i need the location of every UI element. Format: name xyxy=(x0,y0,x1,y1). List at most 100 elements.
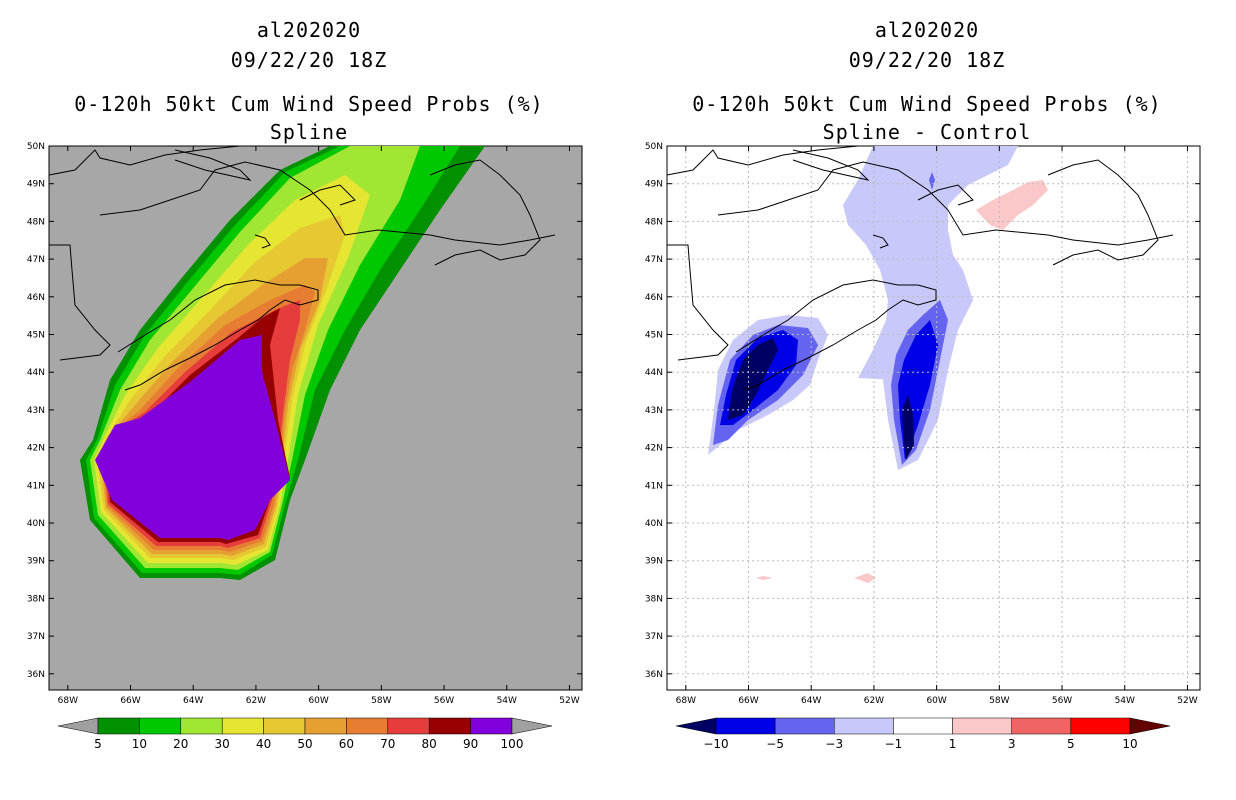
lat-label: 38N xyxy=(645,594,663,604)
lon-label: 62W xyxy=(864,696,884,706)
diff-plus1-newfoundland xyxy=(976,180,1048,230)
colorbar-box xyxy=(952,717,1012,735)
coastlines xyxy=(666,145,1174,391)
lon-label: 52W xyxy=(559,696,579,706)
longitude-axis: 68W 66W 64W 62W 60W 58W 56W 54W 52W xyxy=(58,146,580,706)
colorbar-label: −1 xyxy=(885,737,903,751)
colorbar-label: −10 xyxy=(703,737,728,751)
lat-label: 45N xyxy=(27,331,45,341)
colorbar-label: 5 xyxy=(1067,737,1075,751)
storm-id: al202020 xyxy=(874,18,980,42)
contour-90-100 xyxy=(95,335,290,540)
storm-id: al202020 xyxy=(256,18,362,42)
colorbar-label: 50 xyxy=(297,737,312,751)
colorbar-arrow-low xyxy=(57,717,99,735)
lat-label: 42N xyxy=(645,444,663,454)
lat-label: 44N xyxy=(645,368,663,378)
colorbar-box xyxy=(834,717,894,735)
colorbar-label: 3 xyxy=(1008,737,1016,751)
lon-label: 68W xyxy=(58,696,78,706)
lon-label: 54W xyxy=(1115,696,1135,706)
diff-minus3-small xyxy=(929,172,935,190)
latitude-axis: 50N 49N 48N 47N 46N 45N 44N 43N 42N 41N 40N 39N 38N 3… xyxy=(645,142,1200,680)
colorbar-arrow-high xyxy=(511,717,553,735)
lat-label: 40N xyxy=(27,519,45,529)
colorbar-box xyxy=(428,717,471,735)
lat-label: 48N xyxy=(645,217,663,227)
colorbar-arrow-high xyxy=(1129,717,1171,735)
lat-label: 47N xyxy=(645,255,663,265)
colorbar-label: 30 xyxy=(215,737,230,751)
colorbar-label: 70 xyxy=(380,737,395,751)
left-panel: al202020 09/22/20 18Z 0-120h 50kt Cum Wi… xyxy=(27,18,583,751)
product-title: 0-120h 50kt Cum Wind Speed Probs (%) xyxy=(692,92,1162,116)
difference-map: 50N 49N 48N 47N 46N 45N 44N 43N 42N 41N 40N 39N 38N 3… xyxy=(645,142,1201,706)
colorbar-box xyxy=(221,717,264,735)
lat-label: 36N xyxy=(27,670,45,680)
lat-label: 47N xyxy=(27,255,45,265)
colorbar-label: 90 xyxy=(463,737,478,751)
diff-plus1-small-b xyxy=(854,573,876,583)
lat-label: 45N xyxy=(645,331,663,341)
lat-label: 37N xyxy=(645,632,663,642)
lat-label: 50N xyxy=(27,142,45,152)
colorbar-label: 60 xyxy=(339,737,354,751)
coastlines xyxy=(48,145,556,391)
right-map-svg: 50N 49N 48N 47N 46N 45N 44N 43N 42N 41N 40N 39N 38N 3… xyxy=(645,142,1201,751)
lon-label: 60W xyxy=(926,696,946,706)
gridlines xyxy=(667,146,1200,690)
colorbar-label: 80 xyxy=(422,737,437,751)
latitude-axis: 50N 49N 48N 47N 46N 45N 44N 43N 42N 41N 40N 39N 38N 3… xyxy=(27,142,582,680)
longitude-axis: 68W 66W 64W 62W 60W 58W 56W 54W 52W xyxy=(676,146,1198,706)
colorbar-box xyxy=(304,717,347,735)
forecast-datetime: 09/22/20 18Z xyxy=(230,48,388,72)
lat-label: 39N xyxy=(645,557,663,567)
left-map-svg: 50N 49N 48N 47N 46N 45N 44N 43N 42N 41N 40N 39N 38N 3… xyxy=(27,142,583,751)
lat-label: 36N xyxy=(645,670,663,680)
right-panel: al202020 09/22/20 18Z 0-120h 50kt Cum Wi… xyxy=(618,0,1236,800)
lat-label: 46N xyxy=(645,293,663,303)
lon-label: 62W xyxy=(246,696,266,706)
colorbar-box xyxy=(470,717,513,735)
diff-minus1-north xyxy=(843,146,1018,380)
colorbar-label: 40 xyxy=(256,737,271,751)
colorbar-label: 20 xyxy=(173,737,188,751)
colorbar-label: 100 xyxy=(501,737,524,751)
colorbar: 5 10 20 30 40 50 60 70 80 90 100 xyxy=(57,717,553,751)
colorbar-box xyxy=(1011,717,1072,735)
lat-label: 38N xyxy=(27,594,45,604)
difference-contours xyxy=(708,146,1048,583)
lat-label: 49N xyxy=(645,180,663,190)
forecast-datetime: 09/22/20 18Z xyxy=(848,48,1006,72)
lon-label: 56W xyxy=(434,696,454,706)
colorbar-arrow-low xyxy=(675,717,717,735)
colorbar: −10 −5 −3 −1 1 3 5 10 xyxy=(675,717,1171,751)
colorbar-box xyxy=(774,717,835,735)
product-title: 0-120h 50kt Cum Wind Speed Probs (%) xyxy=(74,92,544,116)
colorbar-box xyxy=(387,717,430,735)
lon-label: 56W xyxy=(1052,696,1072,706)
lon-label: 64W xyxy=(801,696,821,706)
diff-minus10-west xyxy=(728,338,778,420)
colorbar-label: −3 xyxy=(825,737,843,751)
lon-label: 54W xyxy=(497,696,517,706)
lon-label: 58W xyxy=(371,696,391,706)
colorbar-label: 10 xyxy=(132,737,147,751)
lat-label: 46N xyxy=(27,293,45,303)
colorbar-label: −5 xyxy=(766,737,784,751)
lat-label: 41N xyxy=(645,481,663,491)
lat-label: 48N xyxy=(27,217,45,227)
colorbar-box xyxy=(893,717,953,735)
colorbar-label: 1 xyxy=(949,737,957,751)
lat-label: 49N xyxy=(27,180,45,190)
colorbar-box xyxy=(1070,717,1131,735)
colorbar-box xyxy=(139,717,182,735)
lon-label: 58W xyxy=(989,696,1009,706)
lon-label: 52W xyxy=(1177,696,1197,706)
lat-label: 37N xyxy=(27,632,45,642)
colorbar-box xyxy=(263,717,306,735)
lon-label: 66W xyxy=(738,696,758,706)
lat-label: 43N xyxy=(645,406,663,416)
lon-label: 66W xyxy=(120,696,140,706)
lat-label: 39N xyxy=(27,557,45,567)
